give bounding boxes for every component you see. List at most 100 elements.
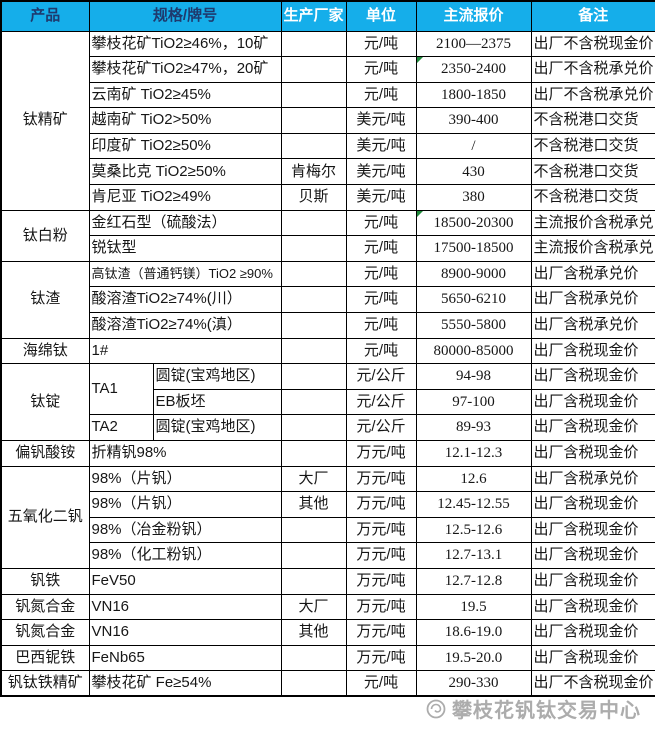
cell-maker [280, 209, 347, 237]
cell-spec: 98%（片钒） [88, 491, 282, 518]
cell-maker: 肯梅尔 [280, 158, 347, 186]
table-row: 钒氮合金 VN16 大厂 万元/吨 19.5 出厂含税现金价 [0, 593, 655, 621]
cell-note: 出厂含税现金价 [530, 363, 655, 390]
cell-note: 出厂含税现金价 [530, 491, 655, 518]
cell-maker [280, 286, 347, 314]
cell-maker [280, 132, 347, 160]
cell-note: 出厂含税现金价 [530, 337, 655, 365]
cell-price: 12.7-13.1 [415, 542, 532, 569]
cell-note: 出厂含税承兑价 [530, 286, 655, 314]
cell-maker [280, 414, 347, 441]
cell-spec: FeNb65 [88, 644, 282, 672]
cell-unit: 美元/吨 [345, 158, 417, 186]
cell-price: / [415, 132, 532, 160]
table-row: 酸溶渣TiO2≥74%(滇） 元/吨 5550-5800 出厂含税承兑价 [1, 312, 655, 339]
cell-spec: 折精钒98% [88, 440, 282, 467]
cell-unit: 元/吨 [345, 30, 417, 58]
cell-spec: VN16 [88, 619, 282, 646]
cell-product: 五氧化二钒 [0, 465, 90, 569]
cell-price: 17500-18500 [415, 235, 532, 262]
price-table: 产品 规格/牌号 生产厂家 单位 主流报价 备注 钛精矿 攀枝花矿TiO2≥46%，10矿元… [0, 0, 655, 698]
cell-price: 290-330 [415, 670, 532, 697]
cell-price: 5550-5800 [415, 312, 532, 339]
watermark-text: 攀枝花钒钛交易中心 [452, 700, 641, 722]
cell-note: 出厂含税现金价 [530, 644, 655, 672]
cell-price: 19.5-20.0 [415, 644, 532, 672]
table-row: 98%（冶金粉钒） 万元/吨 12.5-12.6 出厂含税现金价 [1, 516, 655, 544]
cell-spec: 金红石型（硫酸法） [88, 209, 282, 237]
column-header-unit: 单位 [345, 0, 417, 32]
cell-note: 出厂含税现金价 [530, 619, 655, 646]
cell-price: 12.1-12.3 [415, 440, 532, 467]
table-row: 肯尼亚 TiO2≥49% 贝斯 美元/吨 380 不含税港口交货 [1, 184, 655, 211]
cell-spec: 莫桑比克 TiO2≥50% [88, 158, 282, 186]
cell-unit: 元/吨 [345, 260, 417, 288]
cell-price: 18500-20300 [415, 209, 532, 237]
cell-unit: 元/吨 [345, 337, 417, 365]
cell-price: 80000-85000 [415, 337, 532, 365]
cell-price: 1800-1850 [415, 81, 532, 109]
cell-spec: 98%（片钒） [88, 465, 282, 493]
cell-unit: 元/吨 [345, 312, 417, 339]
cell-unit: 万元/吨 [345, 465, 417, 493]
table-row: 钒钛铁精矿 攀枝花矿 Fe≥54% 元/吨 290-330 出厂不含税现金价 [0, 670, 655, 697]
cell-spec: 高钛渣（普通钙镁）TiO2 ≥90% [88, 260, 282, 288]
table-row: 钒铁 FeV50 万元/吨 12.7-12.8 出厂含税现金价 [0, 567, 655, 595]
cell-note: 出厂含税现金价 [530, 388, 655, 416]
header-row: 产品 规格/牌号 生产厂家 单位 主流报价 备注 [0, 0, 655, 32]
cell-spec: 酸溶渣TiO2≥74%(滇） [88, 312, 282, 339]
cell-spec: VN16 [88, 593, 282, 621]
cell-note: 出厂不含税承兑价 [530, 81, 655, 109]
cell-unit: 万元/吨 [345, 644, 417, 672]
cell-product: 钒钛铁精矿 [0, 670, 90, 697]
cell-unit: 万元/吨 [345, 516, 417, 544]
table-row: TA2 圆锭(宝鸡地区) 元/公斤 89-93 出厂含税现金价 [1, 414, 655, 441]
cell-note: 出厂含税现金价 [530, 516, 655, 544]
cell-note: 不含税港口交货 [530, 132, 655, 160]
cell-note: 出厂不含税承兑价 [530, 56, 655, 83]
cell-unit: 元/吨 [345, 670, 417, 697]
cell-price: 430 [415, 158, 532, 186]
cell-note: 出厂不含税现金价 [530, 30, 655, 58]
cell-note: 主流报价含税承兑 [530, 235, 655, 262]
table-row: 攀枝花矿TiO2≥47%，20矿 元/吨 2350-2400 出厂不含税承兑价 [1, 56, 655, 83]
cell-unit: 美元/吨 [345, 132, 417, 160]
cell-maker [280, 542, 347, 569]
cell-unit: 元/公斤 [345, 388, 417, 416]
cell-spec: 印度矿 TiO2≥50% [88, 132, 282, 160]
cell-maker [280, 670, 347, 697]
cell-maker [280, 56, 347, 83]
cell-unit: 元/吨 [345, 286, 417, 314]
cell-price: 18.6-19.0 [415, 619, 532, 646]
cell-unit: 元/吨 [345, 56, 417, 83]
cell-maker [280, 440, 347, 467]
cell-product: 钒铁 [0, 567, 90, 595]
cell-note: 出厂含税现金价 [530, 440, 655, 467]
cell-maker [280, 567, 347, 595]
cell-unit: 元/吨 [345, 209, 417, 237]
cell-note: 不含税港口交货 [530, 158, 655, 186]
table-row: 巴西铌铁 FeNb65 万元/吨 19.5-20.0 出厂含税现金价 [0, 644, 655, 672]
cell-note: 出厂含税承兑价 [530, 312, 655, 339]
cell-maker [280, 81, 347, 109]
cell-price: 97-100 [415, 388, 532, 416]
table-row: 海绵钛 1# 元/吨 80000-85000 出厂含税现金价 [0, 337, 655, 365]
cell-product: 钛白粉 [0, 209, 90, 262]
cell-maker [280, 30, 347, 58]
cell-maker: 大厂 [280, 465, 347, 493]
table-row: 莫桑比克 TiO2≥50% 肯梅尔 美元/吨 430 不含税港口交货 [1, 158, 655, 186]
cell-spec: 攀枝花矿TiO2≥46%，10矿 [88, 30, 282, 58]
table-header: 产品 规格/牌号 生产厂家 单位 主流报价 备注 [0, 0, 655, 32]
cell-maker: 贝斯 [280, 184, 347, 211]
cell-spec: 越南矿 TiO2>50% [88, 107, 282, 134]
table-row: 钛渣 高钛渣（普通钙镁）TiO2 ≥90% 元/吨 8900-9000 出厂含税承兑价 [0, 260, 655, 339]
cell-product: 钒氮合金 [0, 619, 90, 646]
cell-maker [280, 260, 347, 288]
cell-product: 钛渣 [0, 260, 90, 339]
table-row: 酸溶渣TiO2≥74%(川） 元/吨 5650-6210 出厂含税承兑价 [1, 286, 655, 314]
cell-specb: 圆锭(宝鸡地区) [152, 414, 282, 441]
exchange-logo-icon [426, 699, 446, 718]
cell-product: 巴西铌铁 [0, 644, 90, 672]
watermark: 攀枝花钒钛交易中心 [425, 694, 641, 723]
table-row: 钛白粉 金红石型（硫酸法） 元/吨 18500-20300 主流报价含税承兑 [0, 209, 655, 262]
